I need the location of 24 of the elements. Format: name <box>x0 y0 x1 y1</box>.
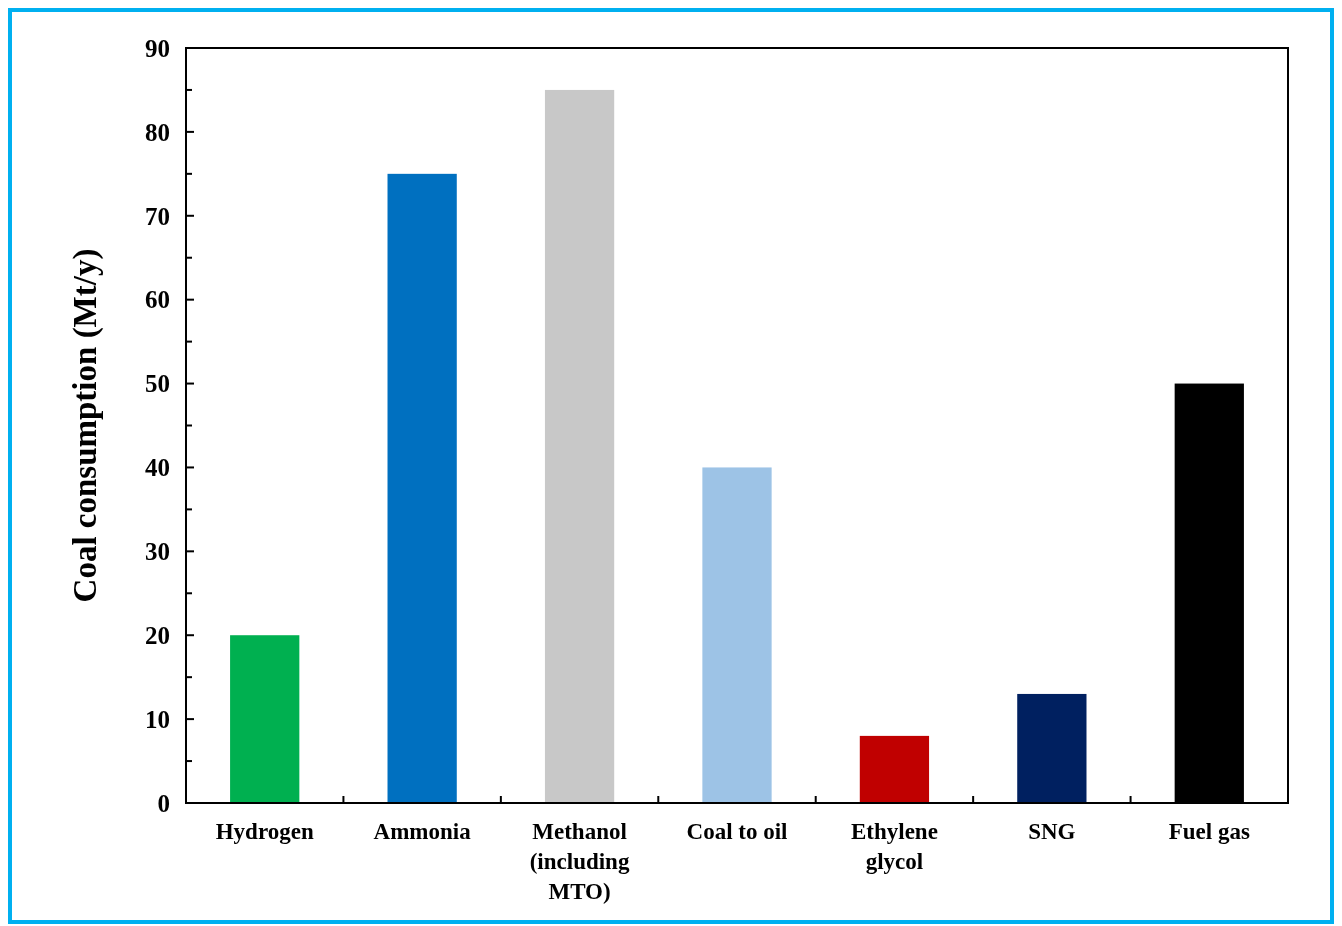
bar <box>230 635 300 803</box>
x-tick-label: Ethylene glycol <box>850 819 938 874</box>
x-tick-label: Fuel gas <box>1168 819 1250 844</box>
y-tick-label: 0 <box>157 789 170 817</box>
bar <box>387 173 457 803</box>
x-tick-label: Hydrogen <box>215 819 314 844</box>
x-tick-label: Coal to oil <box>686 819 788 844</box>
y-axis-title: Coal consumption (Mt/y) <box>67 248 104 603</box>
bar <box>1017 693 1087 803</box>
y-tick-label: 90 <box>145 34 170 62</box>
bar <box>859 735 930 803</box>
x-tick-label: SNG <box>1028 819 1076 844</box>
bar <box>544 89 615 803</box>
bar <box>702 467 772 803</box>
y-tick-label: 70 <box>145 202 170 230</box>
y-tick-label: 80 <box>145 118 170 146</box>
x-tick-label: Methanol (including MTO) <box>529 819 630 904</box>
y-tick-label: 60 <box>145 286 170 314</box>
y-tick-label: 40 <box>145 454 170 482</box>
y-tick-label: 20 <box>145 621 170 649</box>
y-tick-label: 10 <box>145 705 170 733</box>
x-tick-label: Ammonia <box>373 819 472 844</box>
y-tick-label: 50 <box>145 370 170 398</box>
y-tick-label: 30 <box>145 538 170 566</box>
